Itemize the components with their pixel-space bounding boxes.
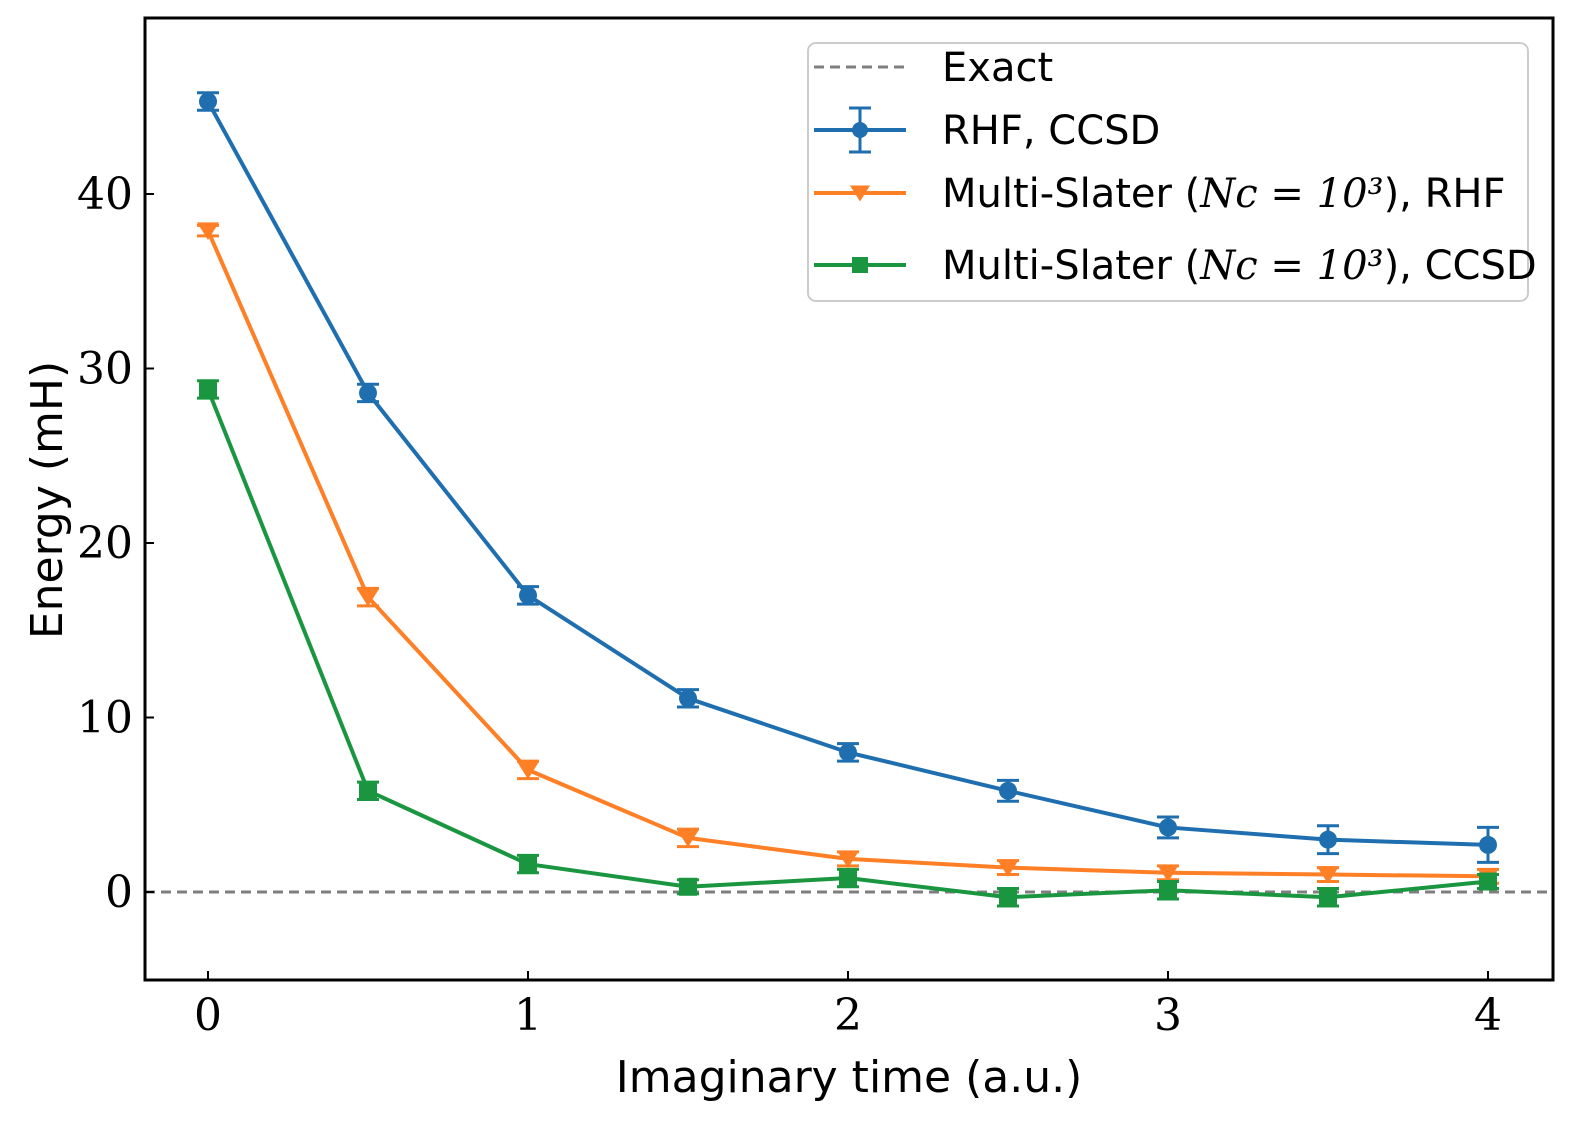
- legend-text-pre: Exact: [942, 45, 1053, 91]
- legend-entry-text: Multi-Slater (Nc = 10³), RHF: [942, 171, 1505, 217]
- legend-marker: [850, 185, 870, 202]
- legend-marker: [852, 257, 868, 273]
- series-3: [197, 379, 1499, 908]
- series-layer: [197, 91, 1499, 908]
- x-tick-label: 2: [834, 990, 862, 1041]
- y-axis: 0 10 20 30 40: [77, 169, 154, 918]
- y-axis-label: Energy (mH): [22, 361, 73, 639]
- data-point: [1319, 888, 1337, 907]
- y-tick-label: 40: [77, 169, 133, 220]
- legend-entry-text: Multi-Slater (Nc = 10³), CCSD: [942, 243, 1537, 289]
- x-axis-label: Imaginary time (a.u.): [616, 1052, 1082, 1103]
- data-point: [997, 859, 1019, 877]
- legend-box: [807, 42, 1529, 302]
- legend-entry-text: RHF, CCSD: [942, 108, 1160, 154]
- x-axis: 0 1 2 3 4: [194, 971, 1502, 1041]
- legend-text-post: ), CCSD: [1384, 243, 1537, 289]
- y-tick-label: 30: [77, 344, 133, 395]
- data-point: [679, 689, 697, 708]
- legend-text-math: Nc = 10³: [1199, 171, 1383, 217]
- legend-text-math: Nc = 10³: [1199, 243, 1383, 289]
- data-point: [999, 888, 1017, 907]
- data-point: [837, 850, 859, 869]
- data-point: [1479, 872, 1497, 891]
- data-point: [1157, 864, 1179, 883]
- data-point: [1479, 835, 1497, 854]
- data-point: [519, 855, 537, 874]
- data-point: [359, 383, 377, 402]
- data-point: [197, 222, 219, 240]
- legend-text-pre: RHF, CCSD: [942, 108, 1160, 154]
- legend-entry-text: Exact: [942, 45, 1053, 91]
- y-tick-label: 20: [77, 518, 133, 569]
- data-point: [517, 761, 539, 780]
- y-tick-label: 10: [77, 693, 133, 744]
- data-point: [677, 829, 699, 848]
- data-point: [1317, 866, 1339, 884]
- x-tick-label: 3: [1154, 990, 1182, 1041]
- data-point: [359, 781, 377, 800]
- data-point: [199, 380, 217, 399]
- y-tick-label: 0: [105, 867, 133, 918]
- x-tick-label: 1: [514, 990, 542, 1041]
- x-tick-label: 0: [194, 990, 222, 1041]
- data-point: [679, 877, 697, 896]
- x-tick-label: 4: [1474, 990, 1502, 1041]
- data-point: [357, 588, 379, 607]
- legend-marker: [852, 122, 868, 138]
- data-point: [1319, 830, 1337, 849]
- data-point: [999, 781, 1017, 800]
- data-point: [839, 869, 857, 888]
- legend-text-pre: Multi-Slater (: [942, 243, 1200, 289]
- data-point: [519, 586, 537, 605]
- series-1: [197, 91, 1499, 864]
- legend-text-post: ), RHF: [1384, 171, 1506, 217]
- data-point: [1159, 881, 1177, 900]
- data-point: [1159, 818, 1177, 837]
- series-2: [197, 222, 1499, 886]
- legend-text-pre: Multi-Slater (: [942, 171, 1200, 217]
- data-point: [839, 743, 857, 762]
- data-point: [199, 92, 217, 111]
